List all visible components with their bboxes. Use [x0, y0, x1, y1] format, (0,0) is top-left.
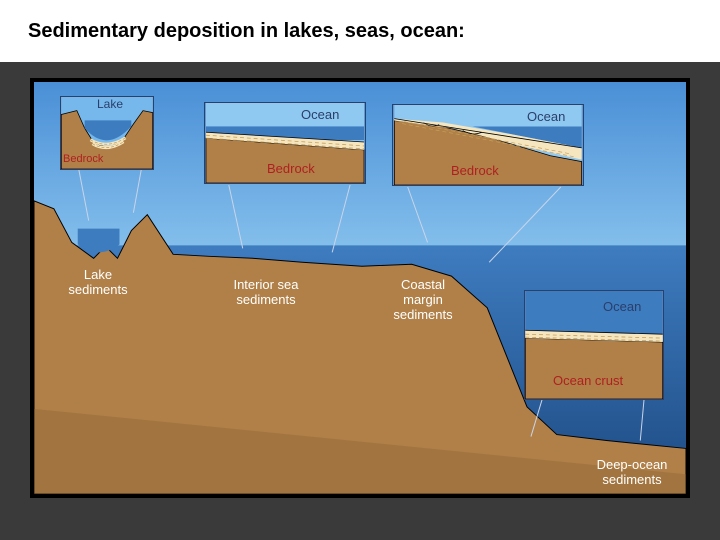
- inset-oceancrust-label: Ocean crust: [553, 373, 623, 388]
- inset-coastal: Ocean Bedrock: [392, 104, 584, 186]
- label-deep-ocean: Deep-oceansediments: [582, 458, 682, 488]
- inset-lake-title: Lake: [97, 97, 123, 111]
- title-bar: Sedimentary deposition in lakes, seas, o…: [0, 0, 720, 62]
- inset-lake: Lake Bedrock: [60, 96, 154, 170]
- diagram-frame: Lake Bedrock Ocean Bedrock: [30, 78, 690, 498]
- inset-interior-sea: Ocean Bedrock: [204, 102, 366, 184]
- inset-ocean-crust: Ocean Ocean crust: [524, 290, 664, 400]
- page-title: Sedimentary deposition in lakes, seas, o…: [28, 20, 465, 43]
- label-interior-sea: Interior seasediments: [216, 278, 316, 308]
- inset-coastal-bedrock: Bedrock: [451, 163, 499, 178]
- inset-oceancrust-title: Ocean: [603, 299, 641, 314]
- inset-interior-title: Ocean: [301, 107, 339, 122]
- inset-lake-bedrock: Bedrock: [63, 153, 103, 165]
- label-coastal-margin: Coastalmarginsediments: [378, 278, 468, 323]
- inset-interior-bedrock: Bedrock: [267, 161, 315, 176]
- label-lake-sediments: Lakesediments: [58, 268, 138, 298]
- inset-coastal-title: Ocean: [527, 109, 565, 124]
- diagram-canvas: Lake Bedrock Ocean Bedrock: [34, 82, 686, 494]
